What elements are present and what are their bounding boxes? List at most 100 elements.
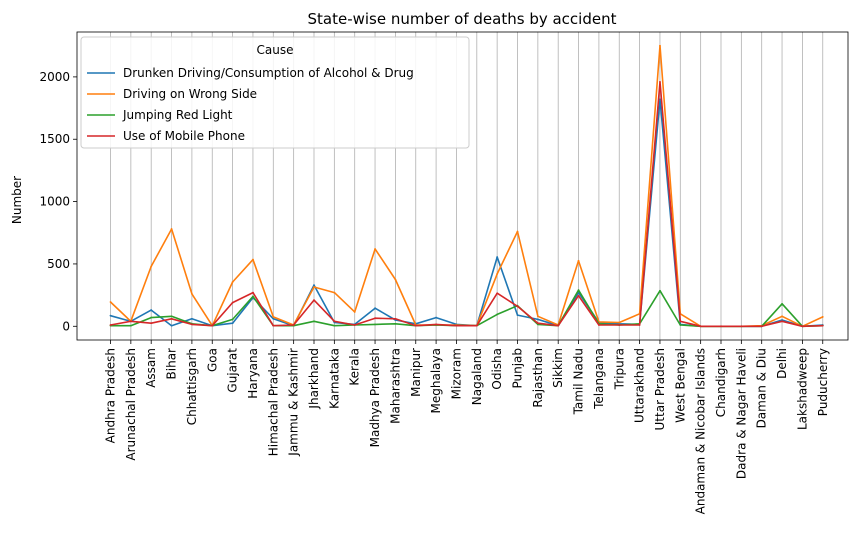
data-point xyxy=(577,259,580,262)
legend-title: Cause xyxy=(257,43,294,57)
x-tick-label: Dadra & Nagar Haveli xyxy=(734,348,748,479)
data-point xyxy=(211,324,214,327)
data-point xyxy=(659,98,661,101)
data-point xyxy=(313,320,315,323)
data-point xyxy=(699,325,702,328)
series-lines xyxy=(109,44,824,328)
data-point xyxy=(252,258,254,261)
data-point xyxy=(109,314,112,317)
x-tick-label: Sikkim xyxy=(551,348,565,388)
data-point xyxy=(659,44,661,47)
x-tick-label: Jammu & Kashmir xyxy=(287,348,301,457)
y-tick-label: 0 xyxy=(62,319,70,333)
data-point xyxy=(170,317,173,320)
data-point xyxy=(150,309,153,311)
data-point xyxy=(150,265,153,268)
data-point xyxy=(129,320,132,323)
x-tick-label: Daman & Diu xyxy=(755,348,769,428)
data-point xyxy=(638,324,641,326)
data-point xyxy=(659,289,661,292)
data-point xyxy=(679,320,682,323)
x-tick-label: Arunachal Pradesh xyxy=(124,348,138,461)
data-point xyxy=(150,316,153,319)
data-point xyxy=(720,325,722,328)
data-point xyxy=(313,284,315,287)
x-tick-label: Punjab xyxy=(511,348,525,389)
data-point xyxy=(821,324,824,327)
x-tick-label: Tripura xyxy=(612,348,626,390)
data-point xyxy=(781,319,783,321)
x-tick-label: Himachal Pradesh xyxy=(266,348,280,456)
data-point xyxy=(496,292,499,295)
data-point xyxy=(313,299,315,301)
plot-frame xyxy=(76,31,849,341)
data-point xyxy=(577,294,580,297)
data-point xyxy=(313,286,315,288)
y-tick-label: 2000 xyxy=(39,70,70,84)
data-point xyxy=(272,324,275,327)
data-point xyxy=(536,322,539,325)
data-point xyxy=(516,230,519,233)
data-point xyxy=(272,317,275,320)
data-point xyxy=(394,278,397,281)
data-point xyxy=(353,324,356,326)
x-tick-label: Maharashtra xyxy=(388,348,402,424)
x-tick-label: Chandigarh xyxy=(714,348,728,417)
x-tick-label: Lakshadweep xyxy=(795,348,809,430)
data-point xyxy=(455,324,458,327)
data-point xyxy=(333,291,336,294)
data-point xyxy=(516,314,519,316)
data-point xyxy=(191,317,193,320)
x-tick-label: Tamil Nadu xyxy=(572,348,586,415)
data-point xyxy=(496,256,499,258)
x-tick-label: Delhi xyxy=(775,348,789,379)
data-point xyxy=(781,302,783,305)
data-point xyxy=(801,325,804,328)
x-tick-label: Gujarat xyxy=(226,348,240,393)
y-tick-label: 500 xyxy=(47,257,70,271)
x-tick-label: Bihar xyxy=(165,348,179,380)
legend: Cause Drunken Driving/Consumption of Alco… xyxy=(80,36,470,149)
data-point xyxy=(353,311,356,313)
data-point xyxy=(374,323,376,326)
legend-entry: Driving on Wrong Side xyxy=(123,87,257,101)
data-point xyxy=(577,289,580,292)
data-point xyxy=(475,324,478,327)
axes: Andhra Pradesh Arunachal Pradesh Assam Biha… xyxy=(39,31,849,514)
x-tick-label: Karnataka xyxy=(327,348,341,409)
x-tick-label: Nagaland xyxy=(470,348,484,405)
data-point xyxy=(272,316,275,318)
x-tick-label: Kerala xyxy=(348,348,362,386)
x-tick-label: Rajasthan xyxy=(531,348,545,408)
data-point xyxy=(618,324,621,326)
data-point xyxy=(496,313,499,316)
data-point xyxy=(109,301,112,303)
legend-entry: Jumping Red Light xyxy=(122,108,233,122)
x-tick-label: Manipur xyxy=(409,348,423,397)
data-point xyxy=(414,324,417,327)
x-tick-label: Assam xyxy=(144,348,158,388)
data-point xyxy=(659,80,661,83)
x-tick-label: Meghalaya xyxy=(429,348,443,413)
y-tick-label: 1500 xyxy=(39,132,70,146)
data-point xyxy=(170,324,173,327)
chart-title: State-wise number of deaths by accident xyxy=(308,10,617,28)
data-point xyxy=(598,324,600,326)
x-tick-label: Odisha xyxy=(490,348,504,390)
data-point xyxy=(394,322,397,325)
x-tick-label: Chhattisgarh xyxy=(185,348,199,425)
data-point xyxy=(109,324,112,326)
x-tick-label: Andhra Pradesh xyxy=(104,348,118,443)
data-point xyxy=(231,318,234,321)
data-point xyxy=(374,317,376,320)
data-point xyxy=(129,324,132,327)
data-point xyxy=(333,324,336,327)
data-point xyxy=(679,324,682,326)
data-point xyxy=(252,291,254,294)
data-point xyxy=(781,320,783,323)
y-axis-label: Number xyxy=(10,176,24,224)
data-point xyxy=(536,318,539,321)
data-point xyxy=(170,228,173,230)
x-tick-label: West Bengal xyxy=(673,348,687,423)
